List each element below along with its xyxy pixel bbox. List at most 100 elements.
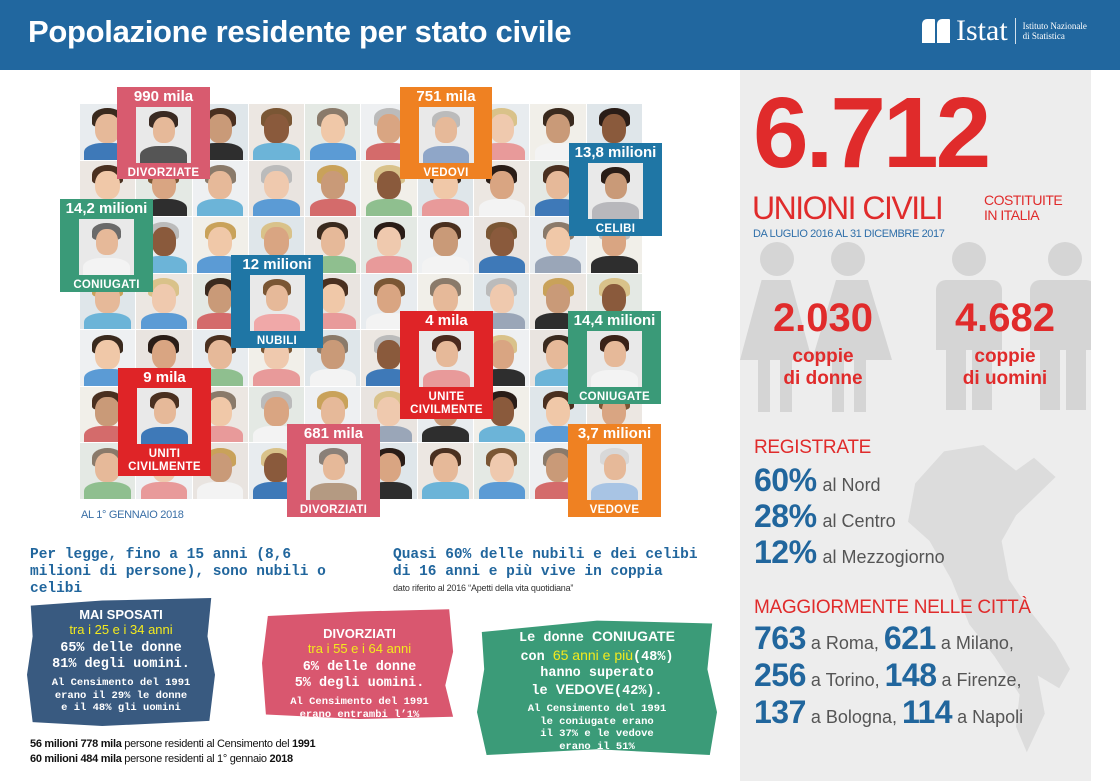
card-census-line: Al Censimento del 1991 bbox=[290, 696, 429, 708]
card-title: MAI SPOSATI bbox=[79, 607, 163, 622]
stat-label: UNITI CIVILMENTE bbox=[128, 448, 201, 473]
text: di uomini bbox=[962, 368, 1048, 389]
text: le bbox=[531, 684, 556, 699]
portrait-tile bbox=[417, 217, 474, 273]
stat-label: VEDOVE bbox=[589, 504, 640, 516]
registered-row: 12% al Mezzogiorno bbox=[754, 534, 945, 571]
portrait-photo bbox=[137, 388, 192, 444]
city: a Torino, bbox=[805, 670, 885, 690]
reference-date: AL 1° GENNAIO 2018 bbox=[81, 509, 184, 521]
logo-subtitle: Istituto Nazionale di Statistica bbox=[1023, 21, 1087, 41]
stat-box-divorziati: 681 mila DIVORZIATI bbox=[287, 424, 380, 517]
logo-divider bbox=[1014, 18, 1016, 44]
portrait-photo bbox=[249, 275, 305, 331]
stat-value: 4 mila bbox=[425, 312, 468, 329]
cities-row: 137 a Bologna, 114 a Napoli bbox=[754, 694, 1023, 731]
stat-label: DIVORZIATE bbox=[127, 167, 200, 179]
city: a Bologna, bbox=[805, 707, 902, 727]
fact-source-note: dato riferito al 2016 “Apetti della vita… bbox=[393, 583, 574, 593]
portrait-tile bbox=[305, 104, 361, 160]
card-main-line: 65% delle donne bbox=[60, 641, 182, 656]
city: a Napoli bbox=[952, 707, 1024, 727]
text: coppie bbox=[792, 346, 854, 367]
count: 256 bbox=[754, 657, 806, 693]
percent: 60% bbox=[754, 462, 817, 498]
footer-residents-2018: 60 milioni 484 mila persone residenti al… bbox=[30, 753, 293, 765]
text: IN ITALIA bbox=[984, 207, 1040, 223]
text-bold: 1991 bbox=[292, 738, 316, 750]
count: 114 bbox=[901, 694, 953, 730]
civil-unions-label: UNIONI CIVILI bbox=[752, 190, 944, 226]
cities-row: 763 a Roma, 621 a Milano, bbox=[754, 620, 1014, 657]
text-bold: VEDOVE bbox=[555, 681, 615, 697]
text-bold: CONIUGATE bbox=[591, 628, 675, 644]
footer-census-1991: 56 milioni 778 mila persone residenti al… bbox=[30, 738, 316, 750]
portrait-tile bbox=[530, 104, 586, 160]
cities-row: 256 a Torino, 148 a Firenze, bbox=[754, 657, 1022, 694]
text-bold: 56 milioni 778 mila bbox=[30, 738, 122, 750]
logo-brand: Istat bbox=[956, 14, 1008, 47]
card-census-line: Al Censimento del 1991 bbox=[51, 677, 191, 689]
card-title: DIVORZIATI bbox=[323, 626, 396, 641]
portrait-tile bbox=[305, 160, 361, 217]
count: 621 bbox=[883, 620, 936, 656]
text: hanno superato bbox=[540, 666, 654, 681]
card-census-line: erano entrambi l’1% bbox=[299, 708, 420, 721]
fact-under-15: Per legge, fino a 15 anni (8,6 milioni d… bbox=[30, 547, 326, 597]
stat-box-vedove: 3,7 milioni VEDOVE bbox=[568, 424, 661, 517]
portrait-tile bbox=[417, 443, 474, 499]
stat-box-divorziate: 990 mila DIVORZIATE bbox=[117, 87, 210, 179]
count: 148 bbox=[884, 657, 937, 693]
card-main-line: 6% delle donne bbox=[302, 660, 417, 675]
area: al Centro bbox=[822, 511, 896, 531]
stat-box-vedovi: 751 mila VEDOVI bbox=[400, 87, 492, 179]
portrait-photo bbox=[418, 107, 474, 163]
text-bold: 2018 bbox=[269, 753, 294, 765]
page-title: Popolazione residente per stato civile bbox=[28, 14, 572, 49]
city: a Milano, bbox=[935, 633, 1014, 653]
stat-value: 990 mila bbox=[133, 88, 194, 105]
stat-label: CELIBI bbox=[595, 223, 636, 235]
text: Le donne bbox=[519, 631, 592, 646]
portrait-tile bbox=[248, 160, 305, 217]
stat-box-unite-civilmente: 4 mila UNITE CIVILMENTE bbox=[400, 311, 493, 419]
stat-label: VEDOVI bbox=[423, 167, 469, 179]
stat-box-coniugate: 14,4 milioni CONIUGATE bbox=[568, 311, 661, 404]
stat-label: CONIUGATE bbox=[579, 391, 650, 403]
card-census-line: erano il 29% le donne bbox=[54, 689, 188, 702]
count: 137 bbox=[754, 694, 806, 730]
logo-line-2: di Statistica bbox=[1022, 31, 1065, 41]
text: (48%) bbox=[633, 650, 674, 665]
count: 763 bbox=[754, 620, 806, 656]
card-census-line: Al Censimento del 1991 bbox=[527, 703, 667, 715]
text-bold: 60 milioni 484 mila bbox=[30, 753, 122, 765]
percent: 28% bbox=[754, 498, 817, 534]
portrait-tile bbox=[361, 217, 417, 273]
total-civil-unions: 6.712 bbox=[753, 77, 991, 189]
card-age-range: tra i 25 e i 34 anni bbox=[69, 622, 173, 637]
stat-value: 14,2 milioni bbox=[65, 200, 148, 217]
stat-label: DIVORZIATI bbox=[299, 504, 368, 516]
istat-logo[interactable]: Istat Istituto Nazionale di Statistica bbox=[922, 16, 1087, 46]
period-label: DA LUGLIO 2016 AL 31 DICEMBRE 2017 bbox=[753, 228, 945, 240]
logo-line-1: Istituto Nazionale bbox=[1022, 21, 1087, 31]
stat-label: CONIUGATI bbox=[73, 279, 140, 291]
stat-value: 14,4 milioni bbox=[573, 312, 656, 329]
card-census-line: erano il 51% bbox=[559, 740, 635, 753]
portrait-tile bbox=[248, 104, 305, 160]
registered-title: REGISTRATE bbox=[754, 437, 871, 458]
men-couples-count: 4.682 bbox=[954, 296, 1056, 340]
text-yellow: 65 anni e più bbox=[552, 647, 634, 663]
text: persone residenti al Censimento del bbox=[121, 738, 293, 750]
stat-value: 9 mila bbox=[143, 369, 186, 386]
card-coniugate-vedove: Le donne CONIUGATE con 65 anni e più(48%… bbox=[477, 620, 717, 755]
portrait-photo bbox=[306, 444, 361, 500]
book-icon bbox=[922, 19, 950, 43]
stat-label: UNITE CIVILMENTE bbox=[410, 391, 483, 416]
portrait-photo bbox=[79, 219, 134, 275]
stat-value: 681 mila bbox=[303, 425, 364, 442]
stat-value: 3,7 milioni bbox=[577, 425, 652, 442]
portrait-tile bbox=[530, 217, 586, 273]
card-main-line: 5% degli uomini. bbox=[294, 676, 425, 691]
portrait-photo bbox=[419, 331, 474, 387]
